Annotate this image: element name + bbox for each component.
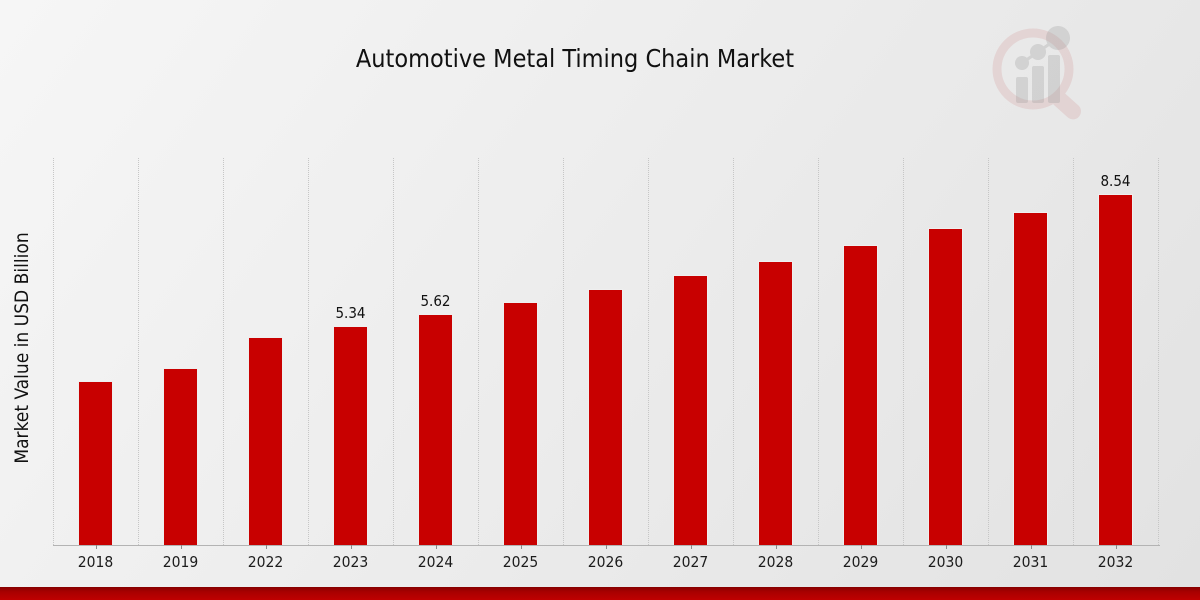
x-axis-tick [520,545,522,549]
x-axis-tick [1115,545,1117,549]
bar-2029 [843,245,878,545]
bar-2025 [503,302,538,545]
gridline [1073,158,1074,545]
x-axis-label-2025: 2025 [502,553,539,571]
x-axis-label-2024: 2024 [417,553,454,571]
x-axis-tick [180,545,182,549]
y-axis-title: Market Value in USD Billion [11,232,33,464]
gridline [223,158,224,545]
x-axis-tick [605,545,607,549]
gridline [53,158,54,545]
x-axis-label-2032: 2032 [1097,553,1134,571]
gridline [1158,158,1159,545]
x-axis-label-2019: 2019 [162,553,199,571]
bar-2023 [333,326,368,545]
bar-2022 [248,337,283,545]
x-axis-tick [775,545,777,549]
bar-2028 [758,261,793,545]
gridline [903,158,904,545]
gridline [138,158,139,545]
x-axis-label-2022: 2022 [247,553,284,571]
x-axis-label-2018: 2018 [77,553,114,571]
x-axis-label-2029: 2029 [842,553,879,571]
x-axis-tick [95,545,97,549]
footer-accent-strip [0,587,1200,600]
x-axis-label-2028: 2028 [757,553,794,571]
gridline [393,158,394,545]
x-axis-tick [265,545,267,549]
gridline [818,158,819,545]
x-axis-tick [1030,545,1032,549]
bar-2032 [1098,194,1133,545]
x-axis-tick [435,545,437,549]
gridline [988,158,989,545]
bar-2024 [418,314,453,545]
x-axis-line [53,545,1160,546]
data-label-2032: 8.54 [1100,172,1131,190]
market-research-future-logo-icon [992,26,1081,120]
bar-2030 [928,228,963,545]
gridline [733,158,734,545]
x-axis-tick [690,545,692,549]
bar-2019 [163,368,198,545]
x-axis-label-2027: 2027 [672,553,709,571]
x-axis-tick [860,545,862,549]
x-axis-label-2031: 2031 [1012,553,1049,571]
x-axis-label-2026: 2026 [587,553,624,571]
gridline [563,158,564,545]
gridline [308,158,309,545]
bar-2026 [588,289,623,545]
chart-title: Automotive Metal Timing Chain Market [355,44,795,73]
x-axis-tick [350,545,352,549]
data-label-2024: 5.62 [420,292,451,310]
data-label-2023: 5.34 [335,304,366,322]
x-axis-label-2030: 2030 [927,553,964,571]
plot-area: 2018 2019 2022 5.34 2023 5.62 2024 2025 2026 2027… [53,155,1160,571]
x-axis-tick [945,545,947,549]
bar-2027 [673,275,708,545]
x-axis-label-2023: 2023 [332,553,369,571]
bar-2031 [1013,212,1048,545]
gridline [648,158,649,545]
gridline [478,158,479,545]
bar-2018 [78,381,113,545]
